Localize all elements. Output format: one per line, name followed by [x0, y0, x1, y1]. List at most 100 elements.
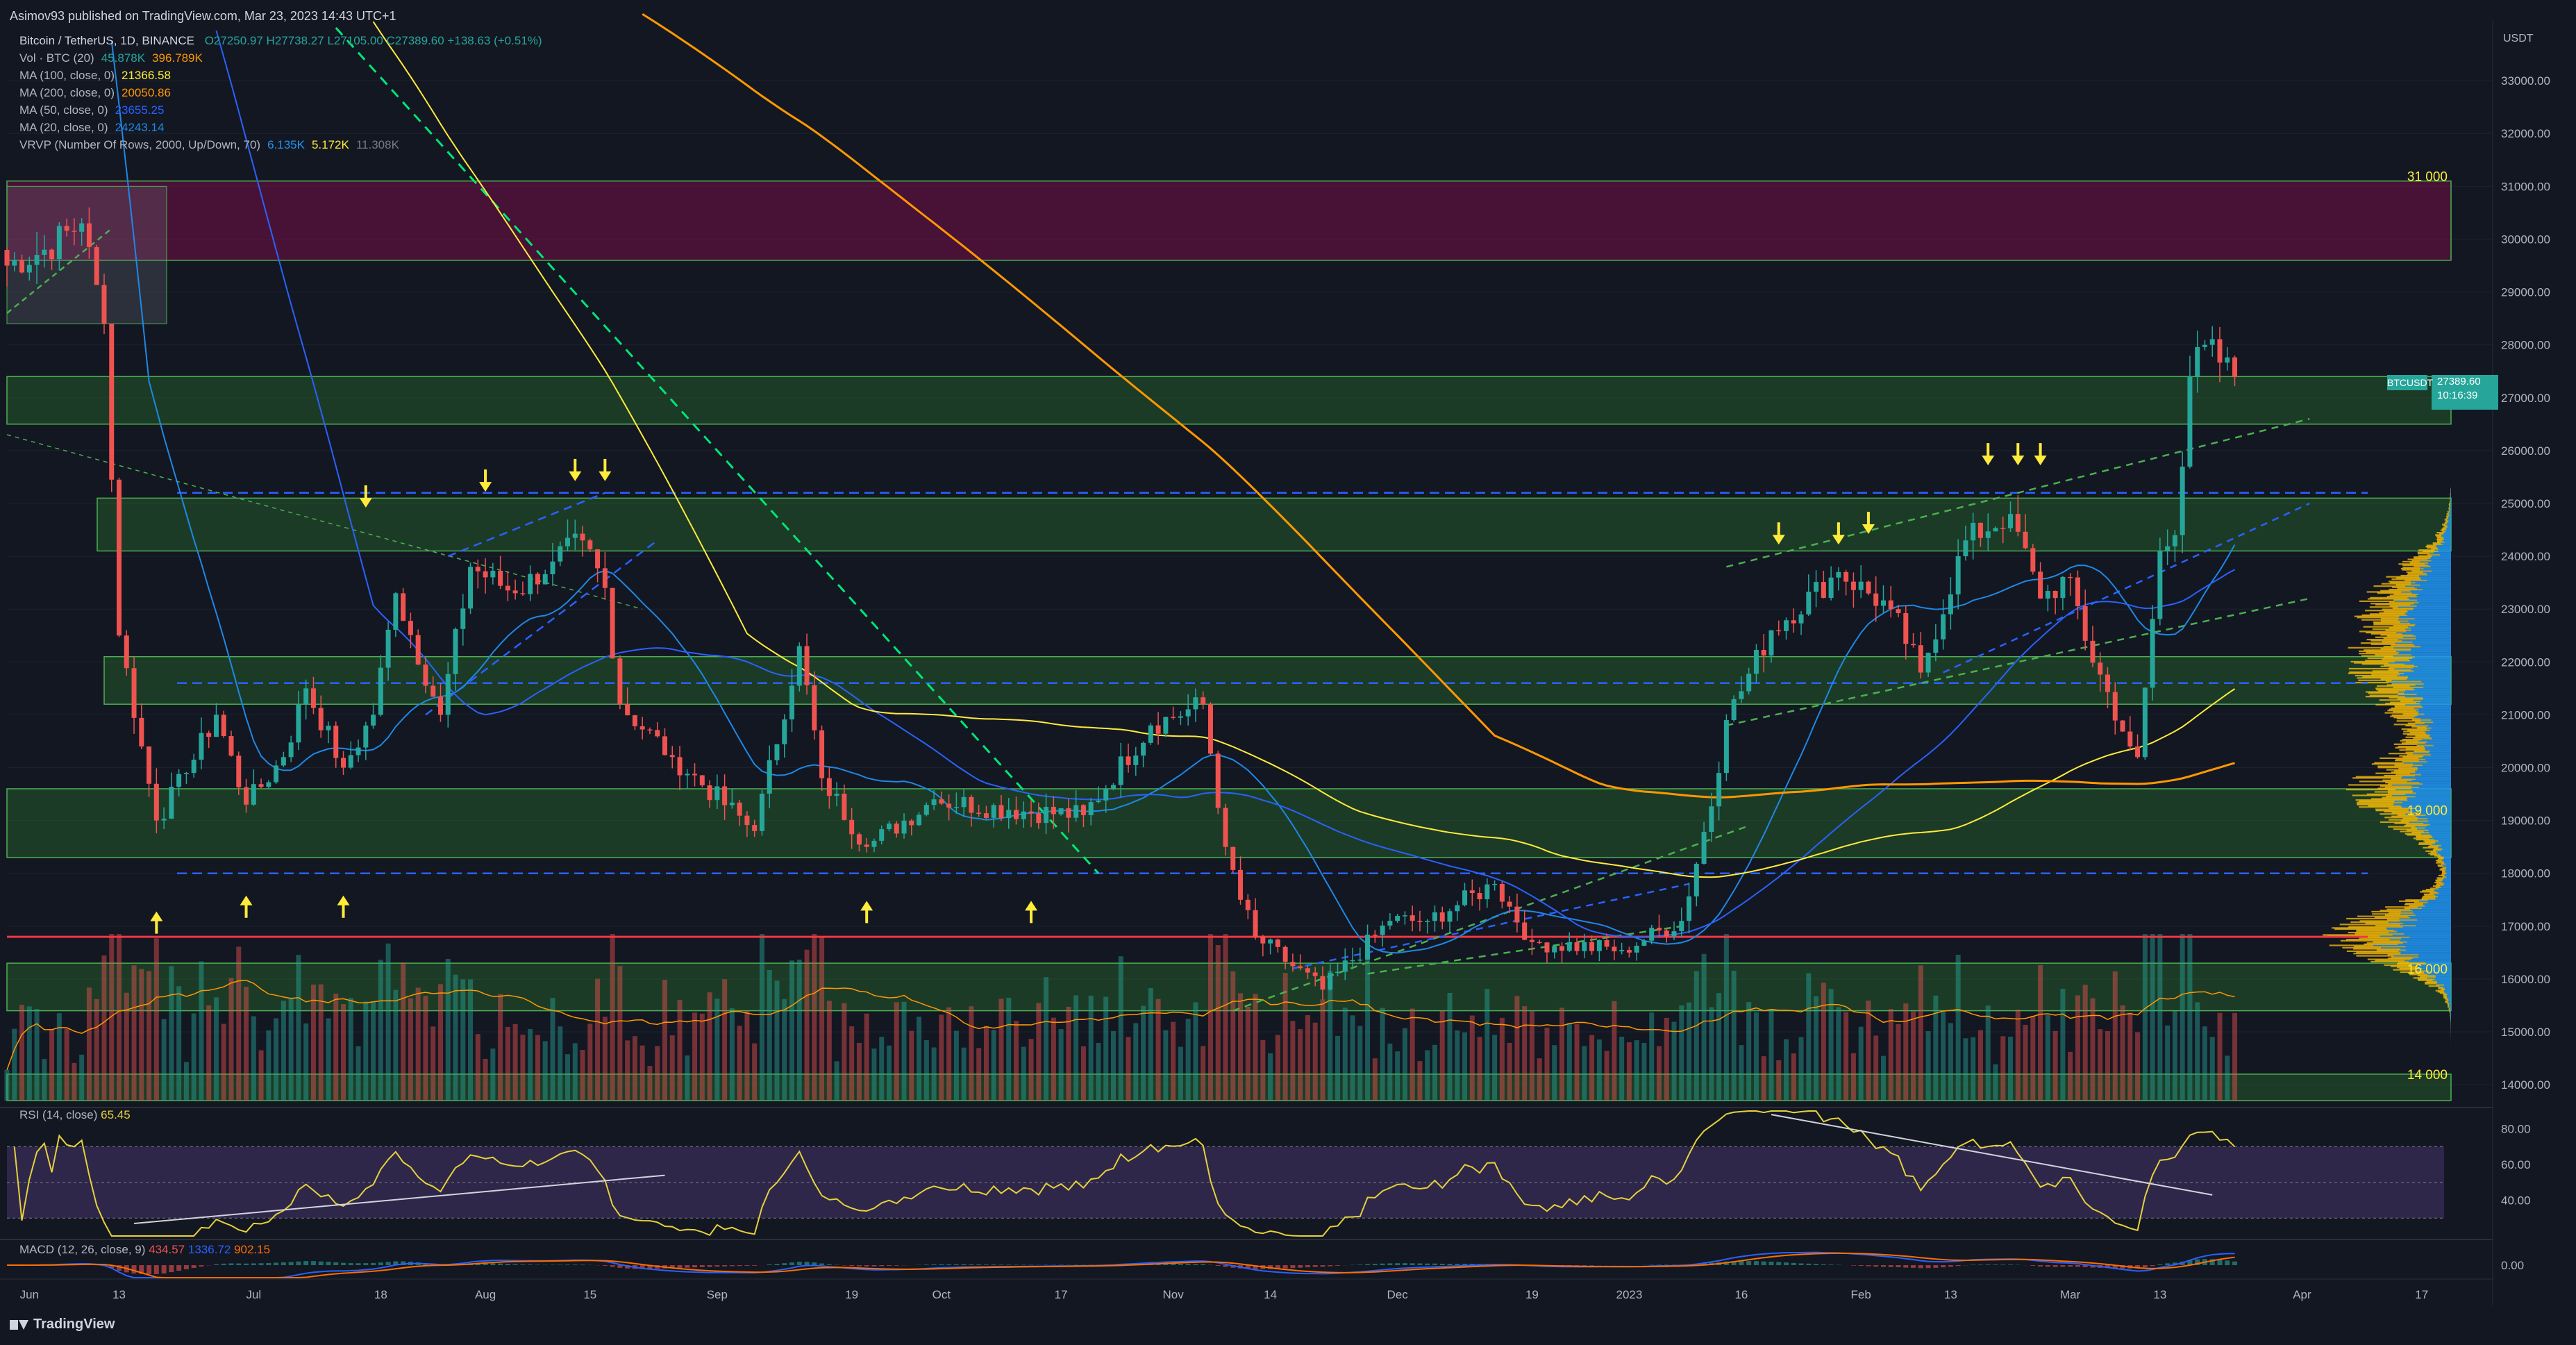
volume-bar [1238, 993, 1244, 1101]
volume-bar [1634, 1040, 1639, 1101]
volume-profile-bar [2414, 556, 2432, 558]
volume-profile-bar [2415, 771, 2451, 774]
zone-level-label: 19 000 [2407, 804, 2448, 819]
volume-profile-bar [2421, 833, 2451, 835]
macd-histogram-bar [946, 1264, 952, 1265]
volume-profile-bar [2402, 713, 2425, 715]
rsi-legend[interactable]: RSI (14, close) 65.45 [19, 1108, 131, 1122]
macd-histogram-bar [685, 1265, 690, 1268]
volume-profile-bar [2431, 548, 2439, 550]
time-tick-label: Jul [246, 1288, 261, 1301]
volume-bar [1133, 1023, 1139, 1101]
volume-profile-bar [2373, 944, 2451, 946]
volume-profile-bar [2406, 829, 2429, 831]
macd-histogram-bar [348, 1263, 353, 1265]
volume-profile-bar [2447, 996, 2451, 999]
volume-profile-bar [2400, 951, 2451, 953]
volume-profile-bar [2348, 646, 2394, 649]
indicator-row[interactable]: MA (200, close, 0) 20050.86 [19, 85, 549, 103]
volume-profile-bar [2405, 824, 2430, 826]
volume-bar [437, 984, 443, 1101]
volume-bar [348, 998, 353, 1101]
macd-histogram-bar [1941, 1265, 1946, 1268]
volume-profile-bar [2370, 596, 2408, 599]
candle-body [1925, 653, 1931, 673]
volume-profile-bar [2426, 544, 2437, 546]
candle-body [1903, 612, 1909, 644]
macd-signal-value: 902.15 [234, 1243, 271, 1256]
volume-profile-bar [2425, 563, 2451, 565]
volume-bar [1784, 1039, 1789, 1101]
macd-histogram-bar [1380, 1263, 1385, 1265]
volume-profile-bar [2444, 522, 2448, 524]
candle-body [1537, 942, 1542, 944]
volume-bar [632, 1036, 637, 1101]
candle-body [1821, 582, 1826, 599]
volume-profile-bar [2405, 748, 2425, 750]
volume-bar [1335, 1035, 1341, 1101]
volume-profile-bar [2405, 793, 2451, 795]
price-axis[interactable]: USDT14000.0015000.0016000.0017000.001800… [2492, 21, 2550, 1305]
candle-body [117, 479, 122, 636]
volume-profile-bar [2418, 549, 2435, 551]
volume-profile-bar [2418, 593, 2451, 595]
indicator-row[interactable]: MA (100, close, 0) 21366.58 [19, 68, 549, 85]
volume-profile-bar [2353, 948, 2400, 950]
volume-bar [147, 971, 152, 1101]
volume-profile-bar [2412, 641, 2451, 643]
volume-profile-bar [2422, 967, 2451, 970]
volume-profile-bar [2450, 492, 2451, 494]
macd-histogram-bar [1911, 1265, 1916, 1268]
volume-profile-bar [2400, 621, 2451, 624]
volume-profile-bar [2384, 774, 2416, 777]
symbol-legend-row[interactable]: Bitcoin / TetherUS, 1D, BINANCE O27250.9… [19, 33, 549, 51]
candle-body [849, 819, 855, 835]
volume-bar [2030, 1015, 2036, 1101]
volume-bar [639, 1045, 645, 1101]
candle-body [1559, 946, 1565, 951]
volume-profile-bar [2418, 760, 2451, 762]
volume-bar [2195, 1002, 2200, 1101]
indicator-row[interactable]: Vol · BTC (20) 45.878K 396.789K [19, 51, 549, 68]
candlesticks [4, 207, 2238, 1000]
indicator-row[interactable]: VRVP (Number Of Rows, 2000, Up/Down, 70)… [19, 137, 549, 155]
candle-body [1469, 890, 1475, 894]
indicator-row[interactable]: MA (20, close, 0) 24243.14 [19, 120, 549, 137]
volume-bar [849, 1026, 855, 1101]
volume-profile-bar [2408, 915, 2451, 917]
candle-body [124, 635, 129, 669]
volume-profile-bar [2431, 753, 2451, 755]
volume-profile-bar [2436, 884, 2443, 886]
candle-body [2217, 339, 2223, 363]
candle-body [385, 629, 391, 668]
volume-profile-bar [2438, 896, 2451, 898]
tradingview-logo[interactable]: TradingView [10, 1317, 115, 1333]
time-tick-label: 18 [374, 1288, 387, 1301]
volume-bar [1028, 1039, 1034, 1101]
volume-bar [528, 1028, 533, 1101]
volume-bar [1469, 1015, 1475, 1101]
volume-profile-bar [2393, 593, 2419, 595]
macd-histogram-bar [117, 1265, 122, 1271]
candle-body [1985, 531, 1991, 538]
volume-profile-bar [2418, 843, 2432, 845]
candle-body [1806, 592, 1812, 615]
macd-histogram-bar [2209, 1259, 2215, 1265]
volume-profile-bar [2415, 581, 2451, 584]
volume-profile-bar [2423, 903, 2451, 905]
volume-profile-bar [2413, 737, 2433, 740]
macd-legend[interactable]: MACD (12, 26, close, 9) 434.57 1336.72 9… [19, 1243, 270, 1257]
indicator-value: 396.789K [152, 51, 203, 65]
volume-profile-bar [2430, 887, 2439, 889]
candle-body [430, 685, 436, 697]
volume-profile-bar [2401, 591, 2451, 593]
volume-profile-bar [2398, 694, 2451, 696]
volume-bar [1776, 1060, 1782, 1101]
time-axis[interactable]: Jun 13 Jul 18 Aug 15 Sep 19 Oct 17 Nov 14 Dec 19 2023 1… [0, 1278, 2493, 1301]
candle-body [1619, 950, 1625, 952]
indicator-row[interactable]: MA (50, close, 0) 23655.25 [19, 103, 549, 120]
candle-body [498, 570, 503, 586]
macd-histogram-bar [1088, 1264, 1094, 1265]
volume-profile-bar [2425, 730, 2451, 733]
